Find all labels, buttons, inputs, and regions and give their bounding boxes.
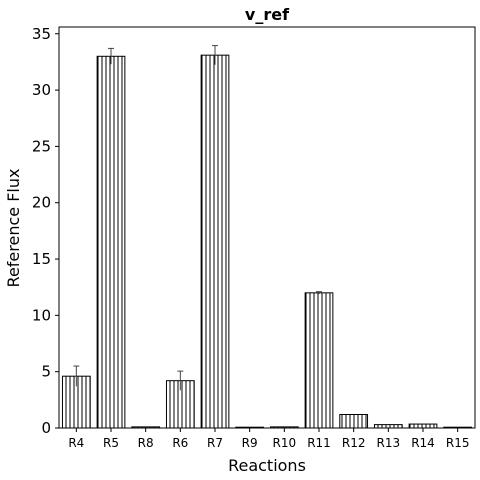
x-axis-label: Reactions xyxy=(228,456,306,475)
x-tick-label: R4 xyxy=(68,436,84,450)
error-bar-R5 xyxy=(108,47,114,65)
x-tick-label: R13 xyxy=(377,436,401,450)
x-tick-label: R11 xyxy=(307,436,331,450)
y-axis: 0 5 10 15 20 25 30 35 xyxy=(32,25,59,437)
bar-R14 xyxy=(408,423,438,429)
x-tick-label: R9 xyxy=(242,436,258,450)
y-tick-label: 0 xyxy=(41,419,51,437)
y-tick-label: 20 xyxy=(32,194,51,212)
y-tick-label: 25 xyxy=(32,137,51,155)
y-axis-label: Reference Flux xyxy=(4,169,23,288)
bar-R12 xyxy=(339,413,369,429)
error-bar-R4 xyxy=(73,365,80,387)
x-tick-label: R14 xyxy=(411,436,435,450)
y-tick-label: 35 xyxy=(32,25,51,43)
chart-title: v_ref xyxy=(245,5,290,24)
y-tick-label: 15 xyxy=(32,250,51,268)
x-tick-label: R8 xyxy=(138,436,154,450)
bar-R11 xyxy=(304,292,334,429)
error-bar-R11 xyxy=(316,291,322,294)
error-bar-R7 xyxy=(212,45,218,65)
bar-R7 xyxy=(200,54,230,429)
bar-R5 xyxy=(96,55,126,429)
y-tick-label: 5 xyxy=(41,363,51,381)
y-tick-label: 30 xyxy=(32,81,51,99)
x-tick-label: R7 xyxy=(207,436,223,450)
x-tick-label: R10 xyxy=(273,436,297,450)
y-tick-label: 10 xyxy=(32,306,51,324)
x-axis: R4 R5 R8 R6 R7 R9 R10 R11 R12 R13 R14 R15 xyxy=(68,428,469,450)
error-bars-group xyxy=(73,45,322,391)
x-tick-label: R12 xyxy=(342,436,366,450)
bars-group xyxy=(61,54,473,429)
error-bar-R6 xyxy=(177,370,184,391)
plot-frame xyxy=(58,26,476,429)
bar-R13 xyxy=(373,424,403,429)
x-tick-label: R15 xyxy=(446,436,470,450)
x-tick-label: R6 xyxy=(172,436,188,450)
x-tick-label: R5 xyxy=(103,436,119,450)
